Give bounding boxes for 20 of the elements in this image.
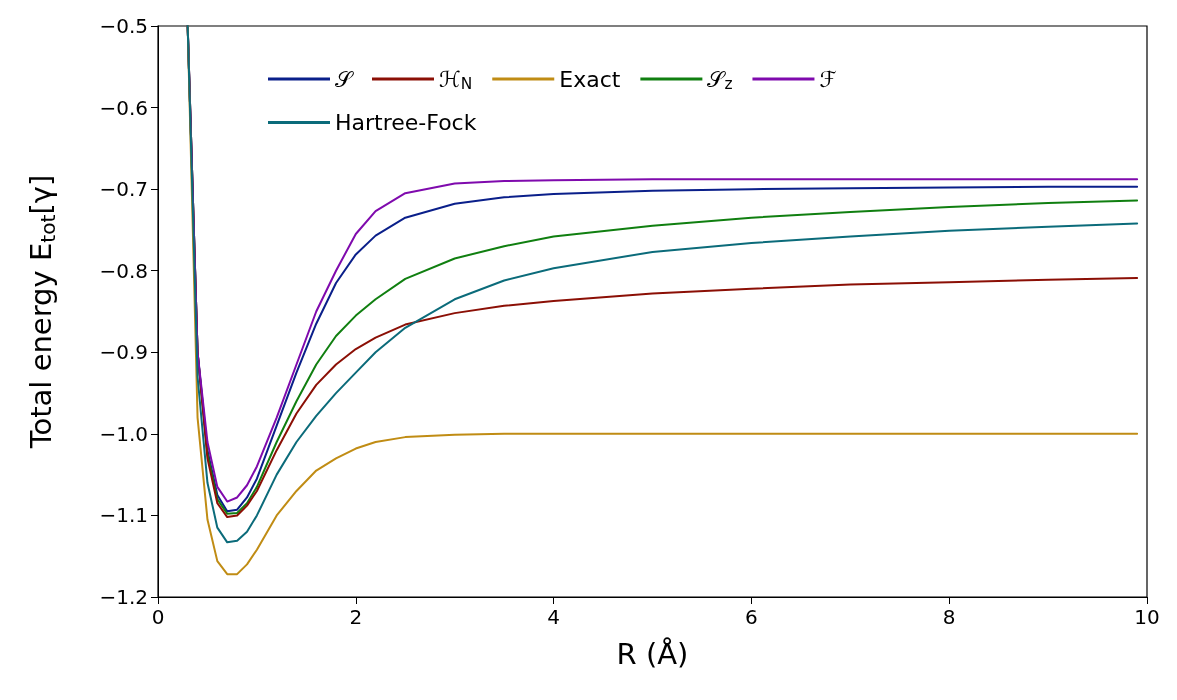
legend-label: Exact: [559, 66, 621, 92]
y-tick-label: −0.7: [99, 177, 148, 202]
y-tick-label: −1.2: [99, 585, 148, 609]
x-tick-label: 6: [745, 605, 758, 629]
y-tick-label: −1.1: [99, 503, 148, 528]
y-tick-label: −0.6: [99, 95, 148, 120]
x-tick-label: 0: [151, 605, 165, 629]
legend-label: Hartree-Fock: [335, 109, 477, 135]
x-tick-label: 8: [942, 605, 956, 629]
y-tick-label: −1.0: [99, 421, 148, 446]
y-tick-label: −0.5: [99, 14, 148, 38]
legend-label: 𝒮: [335, 66, 354, 92]
legend-label: ℱ: [819, 66, 837, 92]
x-tick-label: 4: [547, 605, 560, 629]
x-axis-title: R (Å): [616, 636, 689, 671]
y-axis-title: Total energy Etot[γ]: [24, 174, 60, 450]
y-tick-label: −0.9: [99, 340, 148, 365]
x-tick-label: 2: [349, 605, 363, 629]
y-tick-label: −0.8: [99, 258, 148, 283]
x-tick-label: 10: [1134, 605, 1160, 629]
